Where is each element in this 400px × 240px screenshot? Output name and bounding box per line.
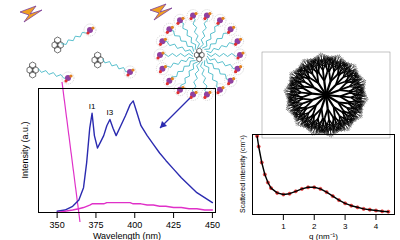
svg-text:2: 2 <box>312 222 317 231</box>
svg-text:I3: I3 <box>107 108 114 117</box>
svg-text:425: 425 <box>166 220 181 230</box>
svg-text:450: 450 <box>205 220 220 230</box>
svg-text:375: 375 <box>88 220 103 230</box>
svg-text:q (nm⁻¹): q (nm⁻¹) <box>309 232 338 240</box>
svg-text:Wavelength (nm): Wavelength (nm) <box>93 231 161 240</box>
html-text:Intensity (a.u.): Intensity (a.u.) <box>20 121 30 179</box>
html-text:Scattered intensity (cm⁻¹): Scattered intensity (cm⁻¹) <box>238 135 246 213</box>
svg-text:I1: I1 <box>89 102 96 111</box>
svg-text:3: 3 <box>343 222 348 231</box>
svg-text:400: 400 <box>127 220 142 230</box>
svg-text:4: 4 <box>374 222 379 231</box>
svg-text:1: 1 <box>281 222 286 231</box>
svg-text:350: 350 <box>50 220 65 230</box>
